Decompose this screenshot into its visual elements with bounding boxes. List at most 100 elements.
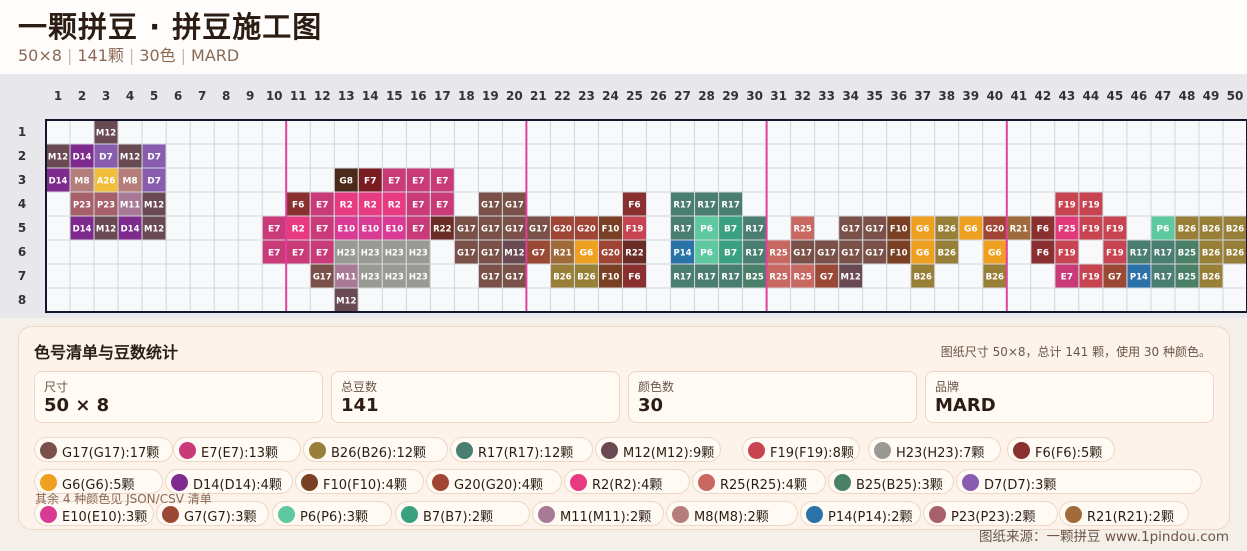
color-swatch (806, 506, 823, 523)
bead-code: B25 (745, 273, 763, 283)
color-swatch (929, 506, 946, 523)
bead-code: B26 (1178, 225, 1196, 235)
bead-code: G17 (457, 249, 476, 259)
bead-cell (1151, 216, 1175, 240)
bead-cell (118, 144, 142, 168)
bead-cell (502, 216, 526, 240)
column-label: 4 (126, 89, 134, 103)
footer-source: 图纸来源：一颗拼豆 www.1pindou.com (979, 529, 1229, 545)
column-label: 6 (174, 89, 182, 103)
grid-border (45, 119, 1247, 313)
bead-code: B26 (1226, 225, 1244, 235)
bead-cell (983, 216, 1007, 240)
bead-cell (70, 168, 94, 192)
bead-code: R2 (388, 201, 401, 211)
bead-cell (1199, 240, 1223, 264)
bead-code: B25 (1178, 273, 1196, 283)
bead-cell (935, 240, 959, 264)
bead-cell (358, 168, 382, 192)
bead-cell (70, 192, 94, 216)
color-chip-label: D7(D7):3颗 (984, 478, 1057, 493)
bead-code: M12 (96, 129, 116, 139)
bead-cell (334, 288, 358, 312)
bead-cell (767, 240, 791, 264)
bead-code: E7 (436, 201, 448, 211)
bead-cell (671, 192, 695, 216)
bead-code: F6 (292, 201, 304, 211)
color-chip-label: F6(F6):5颗 (1035, 446, 1103, 461)
bead-code: D7 (99, 153, 113, 163)
column-label: 38 (938, 89, 955, 103)
bead-code: G17 (505, 201, 524, 211)
color-chip-label: R25(R25):4颗 (720, 478, 807, 493)
bead-cell (1079, 192, 1103, 216)
color-chip: D7(D7):3颗 (956, 469, 1202, 494)
color-chip-label: R17(R17):12颗 (478, 446, 574, 461)
column-label: 25 (626, 89, 643, 103)
bead-code: G7 (532, 249, 546, 259)
stat-value: MARD (935, 395, 996, 416)
column-label: 33 (818, 89, 835, 103)
bead-code: P6 (1157, 225, 1170, 235)
bead-cell (622, 264, 646, 288)
bead-code: E7 (412, 201, 424, 211)
bead-cell (334, 192, 358, 216)
bead-cell (550, 264, 574, 288)
bead-cell (454, 216, 478, 240)
color-chip-label: D14(D14):4颗 (193, 478, 282, 493)
column-label: 21 (530, 89, 547, 103)
bead-cell (358, 264, 382, 288)
column-label: 50 (1227, 89, 1244, 103)
bead-code: G20 (577, 225, 596, 235)
bead-code: E7 (268, 225, 280, 235)
bead-code: B26 (577, 273, 595, 283)
bead-code: G17 (505, 225, 524, 235)
bead-code: B26 (914, 273, 932, 283)
bead-code: G6 (916, 225, 930, 235)
bead-code: G8 (339, 177, 353, 187)
bead-cell (310, 264, 334, 288)
bead-cell (454, 240, 478, 264)
bead-cell (334, 264, 358, 288)
bead-code: H23 (361, 249, 380, 259)
column-label: 5 (150, 89, 158, 103)
column-label: 28 (698, 89, 715, 103)
bead-code: G6 (988, 249, 1002, 259)
bead-code: R17 (721, 201, 739, 211)
color-chip-label: F19(F19):8颗 (770, 446, 854, 461)
bead-code: R25 (793, 225, 811, 235)
color-chip: M11(M11):2颗 (532, 501, 664, 526)
row-label: 4 (18, 197, 26, 211)
color-swatch (601, 442, 618, 459)
bead-cell (142, 168, 166, 192)
bead-code: B26 (1226, 249, 1244, 259)
color-swatch (162, 506, 179, 523)
bead-code: H23 (337, 249, 356, 259)
bead-cell (863, 240, 887, 264)
subtitle-count: 141颗 (77, 46, 124, 65)
bead-cell (478, 240, 502, 264)
column-label: 19 (482, 89, 499, 103)
bead-cell (1007, 216, 1031, 240)
column-label: 11 (290, 89, 307, 103)
column-label: 24 (602, 89, 619, 103)
bead-code: G7 (1108, 273, 1122, 283)
column-label: 13 (338, 89, 355, 103)
bead-cell (94, 216, 118, 240)
bead-code: P14 (1130, 273, 1148, 283)
color-chip: B26(B26):12颗 (303, 437, 448, 462)
color-chip: F6(F6):5颗 (1007, 437, 1115, 462)
color-swatch (456, 442, 473, 459)
bead-code: F19 (626, 225, 644, 235)
bead-code: G17 (481, 249, 500, 259)
bead-code: F10 (602, 273, 620, 283)
bead-code: G6 (580, 249, 594, 259)
bead-code: F25 (1058, 225, 1076, 235)
color-chip: H23(H23):7颗 (868, 437, 1001, 462)
color-chip: R17(R17):12颗 (450, 437, 593, 462)
bead-code: D14 (73, 153, 92, 163)
bead-code: F6 (628, 273, 640, 283)
color-chip-label: M12(M12):9颗 (623, 446, 715, 461)
bead-cell (1055, 240, 1079, 264)
bead-code: G17 (313, 273, 332, 283)
